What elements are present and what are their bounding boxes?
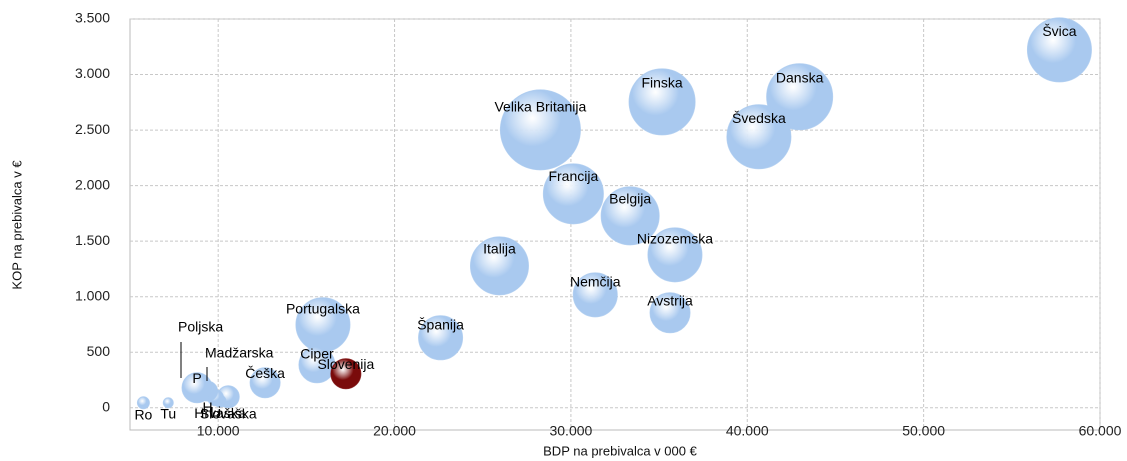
data-label: Ciper [300,346,334,362]
bubble [136,396,150,410]
data-label: Portugalska [286,301,360,317]
bubble [649,292,691,334]
annotation: Poljska [178,319,223,335]
data-label: Španija [417,316,464,332]
x-tick-label: 10.000 [197,423,240,439]
x-tick-label: 30.000 [549,423,592,439]
y-tick-label: 3.500 [75,10,110,26]
data-label: Ro [134,406,152,422]
bubble [499,89,581,171]
bubble [330,358,362,390]
data-label: P [192,370,201,386]
bubble [726,104,792,170]
bubble [1026,17,1092,83]
bubble [249,367,281,399]
annotation: Madžarska [205,345,274,361]
data-label: H [203,399,213,415]
y-tick-label: 1.500 [75,232,110,248]
bubble [628,68,696,136]
data-label: Avstrija [647,293,693,309]
data-label: Italija [483,241,516,257]
bubble [766,63,834,131]
data-label: Belgija [609,191,651,207]
data-label: Finska [641,74,682,90]
data-label: Nizozemska [637,231,713,247]
data-label: Danska [776,69,824,85]
data-label: Nemčija [570,273,621,289]
data-label: Češka [245,365,285,381]
bubble [600,186,660,246]
bubble [469,236,529,296]
x-tick-label: 50.000 [902,423,945,439]
y-axis-title: KOP na prebivalca v € [9,160,24,290]
y-tick-label: 2.000 [75,176,110,192]
y-tick-label: 2.500 [75,121,110,137]
bubble [418,315,464,361]
y-tick-label: 1.000 [75,287,110,303]
y-tick-label: 3.000 [75,65,110,81]
data-label: Slovaška [200,405,257,421]
data-label: Li [210,403,221,419]
x-tick-label: 60.000 [1079,423,1122,439]
x-tick-label: 20.000 [373,423,416,439]
bubble [572,272,618,318]
bubble [181,372,213,404]
bubble [542,163,604,225]
data-label: Švedska [732,110,786,126]
data-label: Francija [548,168,598,184]
data-label: Slovenija [317,356,374,372]
data-label: Velika Britanija [494,99,586,115]
bubble [647,227,703,283]
y-tick-label: 500 [87,343,111,359]
data-label: Švica [1042,23,1076,39]
data-label: Tu [160,405,176,421]
y-tick-label: 0 [102,398,110,414]
data-label: Hrvaška [194,405,246,421]
x-axis-title: BDP na prebivalca v 000 € [543,443,697,458]
bubble [162,397,174,409]
x-tick-label: 40.000 [726,423,769,439]
